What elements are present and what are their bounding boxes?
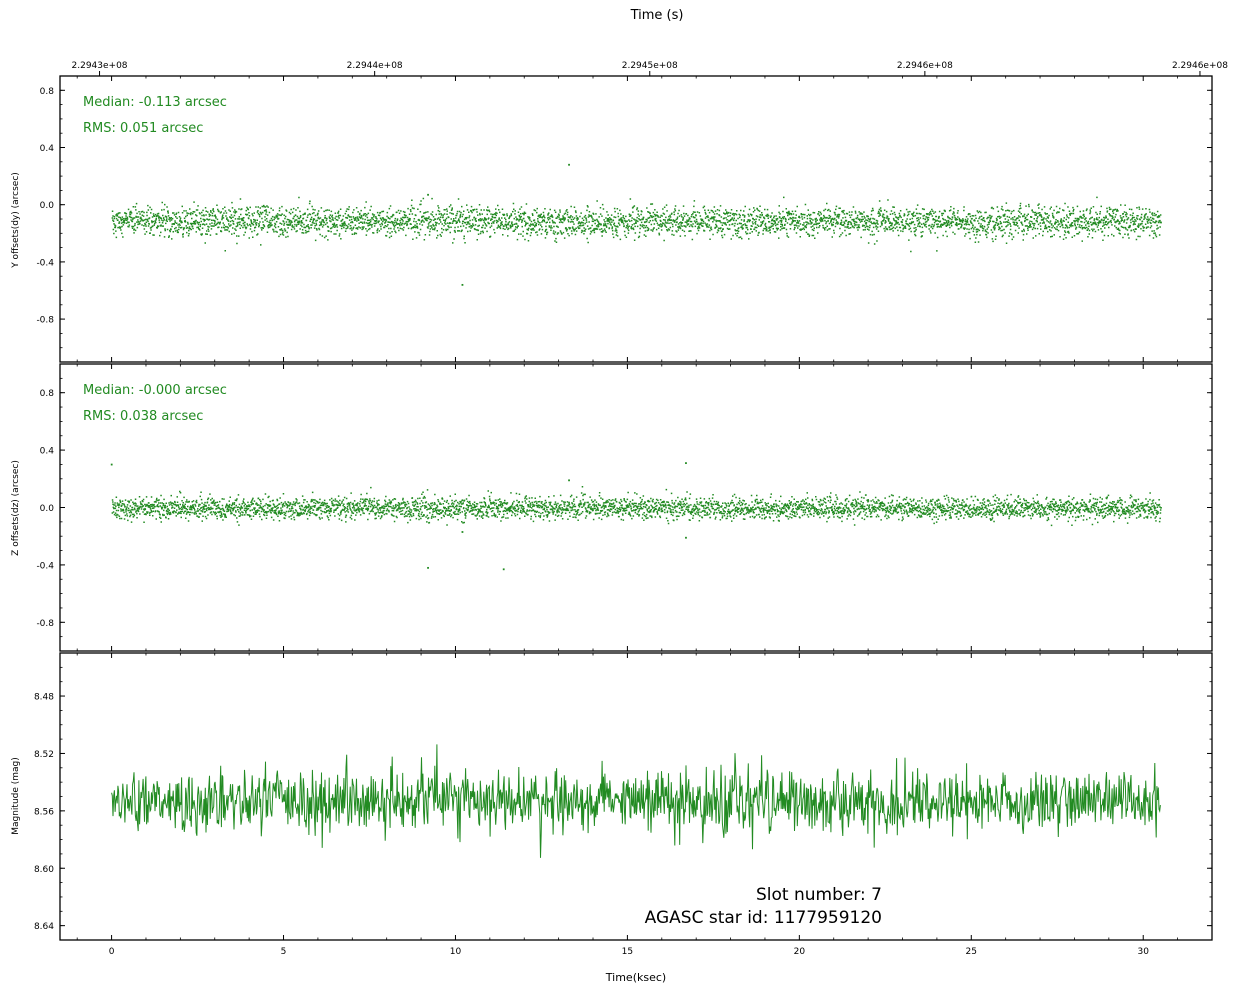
outlier-point: [461, 531, 464, 533]
dy-panel: Median: -0.113 arcsec RMS: 0.051 arcsec …: [11, 95, 227, 269]
dz-y-axis-label: Z offsets(dz) (arcsec): [11, 460, 21, 556]
dz-panel: Median: -0.000 arcsec RMS: 0.038 arcsec …: [11, 383, 227, 556]
y-tick-label: 0.8: [40, 389, 55, 399]
top-axis-tick-label: 2.2946e+08: [1172, 61, 1228, 71]
slot-number-text: Slot number: 7: [756, 885, 882, 905]
axes-frame-dy: [59, 75, 1213, 363]
outlier-point: [110, 463, 113, 466]
y-tick-label: 8.60: [34, 865, 54, 875]
y-tick-label: 8.48: [34, 693, 54, 703]
x-tick-label: 20: [794, 947, 806, 957]
x-tick-label: 0: [109, 947, 115, 957]
y-tick-label: -0.4: [36, 561, 54, 571]
agasc-star-id-text: AGASC star id: 1177959120: [645, 908, 882, 928]
y-tick-label: 8.64: [34, 922, 54, 932]
outlier-point: [568, 479, 570, 482]
y-tick-label: 0.4: [40, 447, 55, 457]
dy-annotation-median: Median: -0.113 arcsec: [83, 95, 227, 110]
dy-y-axis-label: Y offsets(dy) (arcsec): [11, 172, 21, 269]
y-tick-label: 0.0: [40, 201, 55, 211]
bottom-axis-title: Time(ksec): [605, 971, 666, 984]
y-tick-label: 0.4: [40, 144, 55, 154]
y-tick-label: -0.8: [36, 316, 54, 326]
outlier-point: [502, 568, 505, 571]
outlier-point: [427, 193, 429, 196]
magnitude-panel: Magnitude (mag) Slot number: 7 AGASC sta…: [11, 757, 882, 928]
top-axis-tick-label: 2.2944e+08: [347, 61, 403, 71]
y-tick-label: 8.56: [34, 807, 54, 817]
magnitude-line: [111, 744, 1161, 858]
top-axis-tick-label: 2.2945e+08: [622, 61, 678, 71]
y-tick-label: 0.8: [40, 87, 55, 97]
x-tick-label: 25: [966, 947, 977, 957]
x-tick-label: 15: [622, 947, 633, 957]
outlier-point: [461, 283, 464, 286]
outlier-point: [685, 536, 687, 539]
top-axis-tick-label: 2.2946e+08: [897, 61, 953, 71]
scatter-points-dy: [111, 196, 1162, 253]
dz-annotation-rms: RMS: 0.038 arcsec: [83, 409, 203, 424]
x-tick-label: 10: [450, 947, 462, 957]
x-tick-label: 30: [1137, 947, 1149, 957]
mag-y-axis-label: Magnitude (mag): [11, 757, 21, 835]
scatter-points-dz: [111, 486, 1162, 527]
top-axis-tick-label: 2.2943e+08: [72, 61, 128, 71]
dz-annotation-median: Median: -0.000 arcsec: [83, 383, 227, 398]
outlier-point: [568, 163, 570, 166]
dy-annotation-rms: RMS: 0.051 arcsec: [83, 121, 203, 136]
y-tick-label: -0.8: [36, 619, 54, 629]
outlier-point: [685, 462, 687, 465]
y-tick-label: 0.0: [40, 504, 55, 514]
outlier-point: [427, 566, 429, 569]
top-axis-title: Time (s): [630, 8, 684, 23]
y-tick-label: -0.4: [36, 258, 54, 268]
x-tick-label: 5: [281, 947, 287, 957]
y-tick-label: 8.52: [34, 750, 54, 760]
